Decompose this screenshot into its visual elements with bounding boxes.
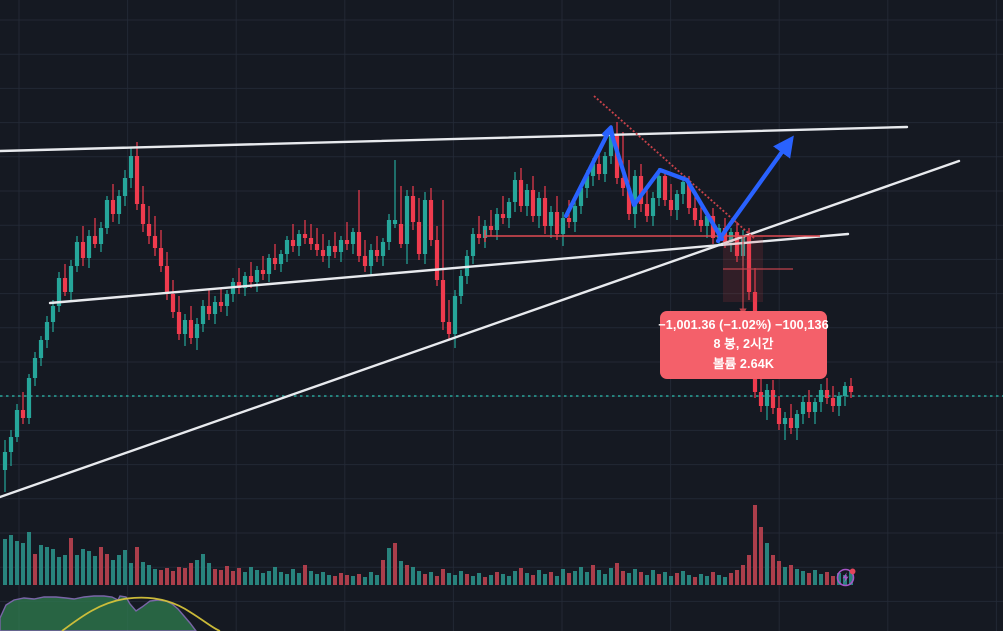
tooltip-change-line: −1,001.36 (−1.02%) −100,136 xyxy=(658,317,829,332)
tooltip-volume-line: 볼륨 2.64K xyxy=(712,356,775,371)
bottom-indicator-panel xyxy=(0,595,221,631)
upper-resistance[interactable] xyxy=(0,125,909,153)
drawing-tools-layer[interactable] xyxy=(0,95,961,499)
lightning-bolt-icon[interactable] xyxy=(836,566,857,587)
blue-elliott-wave-path[interactable] xyxy=(563,126,725,242)
blue-forecast-arrow[interactable] xyxy=(715,135,794,244)
tooltip-bars-time-line: 8 봉, 2시간 xyxy=(713,337,774,352)
volume-bars xyxy=(3,505,853,585)
measurement-tooltip[interactable]: −1,001.36 (−1.02%) −100,136 8 봉, 2시간 볼륨 … xyxy=(658,311,829,379)
ascending-support[interactable] xyxy=(0,159,961,499)
